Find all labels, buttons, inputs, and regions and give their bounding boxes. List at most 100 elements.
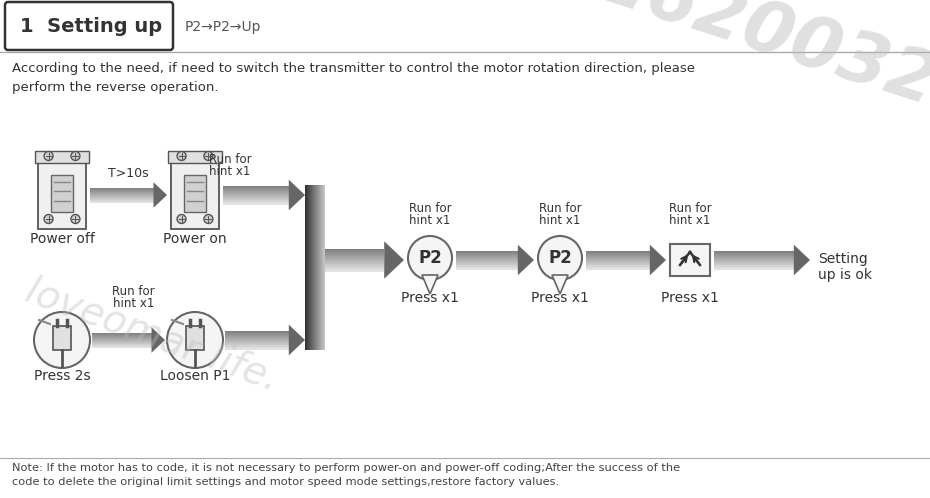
Polygon shape	[714, 260, 794, 262]
Polygon shape	[223, 200, 289, 201]
Polygon shape	[152, 327, 165, 353]
Polygon shape	[223, 195, 289, 196]
Text: Press x1: Press x1	[661, 291, 719, 305]
Polygon shape	[225, 332, 289, 333]
Polygon shape	[714, 262, 794, 263]
Polygon shape	[586, 268, 650, 269]
Polygon shape	[456, 262, 518, 263]
Polygon shape	[325, 268, 384, 269]
Polygon shape	[586, 268, 650, 269]
Polygon shape	[225, 347, 289, 348]
Polygon shape	[225, 332, 289, 333]
Polygon shape	[325, 250, 384, 251]
Polygon shape	[90, 201, 153, 202]
Polygon shape	[325, 251, 384, 252]
Polygon shape	[90, 199, 153, 200]
Polygon shape	[223, 191, 289, 193]
Circle shape	[204, 215, 213, 224]
Polygon shape	[384, 242, 404, 279]
Polygon shape	[325, 255, 384, 256]
Text: Power off: Power off	[30, 232, 95, 246]
Polygon shape	[714, 263, 794, 265]
Circle shape	[167, 312, 223, 368]
Polygon shape	[714, 264, 794, 265]
Polygon shape	[325, 269, 384, 271]
Bar	[323, 185, 324, 350]
Text: Run for: Run for	[408, 202, 451, 215]
Polygon shape	[92, 344, 152, 345]
Polygon shape	[225, 337, 289, 338]
Polygon shape	[223, 190, 289, 191]
Polygon shape	[714, 263, 794, 264]
Polygon shape	[92, 342, 152, 343]
Polygon shape	[456, 265, 518, 266]
Polygon shape	[714, 254, 794, 255]
Polygon shape	[714, 257, 794, 258]
Polygon shape	[90, 196, 153, 197]
Polygon shape	[325, 258, 384, 259]
FancyBboxPatch shape	[184, 175, 206, 212]
Polygon shape	[456, 259, 518, 260]
Text: Press x1: Press x1	[401, 291, 458, 305]
Polygon shape	[223, 202, 289, 203]
Bar	[319, 185, 320, 350]
Polygon shape	[90, 195, 153, 196]
Polygon shape	[92, 333, 152, 334]
Polygon shape	[325, 254, 384, 255]
Polygon shape	[223, 197, 289, 199]
Polygon shape	[325, 256, 384, 257]
Polygon shape	[456, 262, 518, 263]
Polygon shape	[456, 256, 518, 257]
Polygon shape	[456, 252, 518, 253]
Bar	[308, 185, 309, 350]
Text: loveomar life.: loveomar life.	[20, 271, 284, 398]
Polygon shape	[325, 266, 384, 267]
Polygon shape	[92, 347, 152, 348]
Polygon shape	[90, 192, 153, 193]
Polygon shape	[325, 266, 384, 268]
Polygon shape	[325, 265, 384, 266]
Polygon shape	[225, 345, 289, 346]
Polygon shape	[223, 192, 289, 193]
Text: Run for: Run for	[208, 153, 251, 166]
Polygon shape	[456, 266, 518, 267]
Polygon shape	[225, 335, 289, 336]
Polygon shape	[456, 251, 518, 252]
Polygon shape	[586, 253, 650, 254]
Polygon shape	[92, 335, 152, 336]
Polygon shape	[586, 262, 650, 263]
Polygon shape	[714, 262, 794, 263]
Polygon shape	[456, 251, 518, 252]
Polygon shape	[586, 252, 650, 253]
Polygon shape	[456, 267, 518, 268]
Polygon shape	[90, 193, 153, 194]
Polygon shape	[90, 190, 153, 191]
Polygon shape	[92, 341, 152, 342]
Polygon shape	[225, 341, 289, 342]
Text: up is ok: up is ok	[818, 268, 872, 282]
Polygon shape	[90, 200, 153, 201]
Polygon shape	[225, 343, 289, 344]
Polygon shape	[225, 336, 289, 337]
Polygon shape	[90, 192, 153, 193]
Polygon shape	[223, 194, 289, 195]
Polygon shape	[714, 261, 794, 262]
Polygon shape	[225, 344, 289, 345]
Polygon shape	[456, 257, 518, 258]
Text: Power on: Power on	[163, 232, 227, 246]
Polygon shape	[586, 259, 650, 260]
Bar	[306, 185, 307, 350]
Polygon shape	[92, 339, 152, 340]
Bar	[307, 185, 308, 350]
Polygon shape	[92, 341, 152, 342]
Polygon shape	[586, 251, 650, 252]
Polygon shape	[714, 267, 794, 268]
Polygon shape	[456, 253, 518, 254]
Polygon shape	[456, 258, 518, 259]
Polygon shape	[223, 190, 289, 191]
Polygon shape	[225, 331, 289, 332]
Polygon shape	[714, 265, 794, 266]
Polygon shape	[223, 201, 289, 202]
Bar	[324, 185, 325, 350]
Polygon shape	[90, 198, 153, 199]
